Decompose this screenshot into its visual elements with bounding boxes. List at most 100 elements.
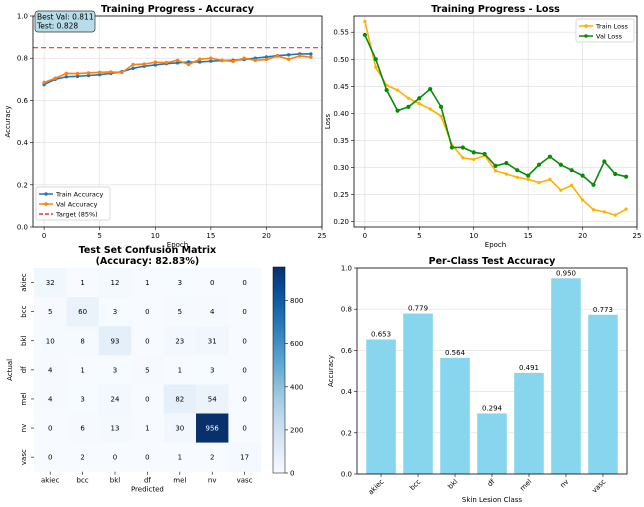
val-accuracy-point (120, 70, 124, 75)
confusion-ytick-label: akiec (20, 273, 28, 292)
confusion-cell-value: 1 (80, 279, 84, 287)
confusion-cell (34, 355, 67, 385)
accuracy-bar-akiec (366, 339, 396, 474)
val-accuracy-point (186, 62, 191, 67)
acc-ytick-label: 0.4 (17, 139, 29, 147)
loss-xtick-label: 10 (469, 232, 478, 240)
confusion-ylabel: Actual (6, 359, 14, 381)
accuracy-bar-value-label: 0.779 (408, 305, 428, 313)
confusion-cell (196, 268, 229, 298)
confusion-ytick-label: df (20, 366, 28, 373)
bar-frame (356, 267, 628, 475)
confusion-cell (131, 442, 164, 472)
bar-ytick-label: 0.4 (341, 388, 353, 396)
train-loss-point (472, 157, 476, 161)
confusion-cell-value: 0 (210, 279, 214, 287)
val-accuracy-point (275, 54, 280, 58)
val-loss-point (504, 161, 509, 166)
confusion-cell (163, 442, 197, 472)
confusion-cell (98, 384, 132, 414)
best-val-annotation-box (34, 10, 96, 33)
bar-xtick-label: mel (518, 478, 533, 493)
bar-xlabel: Skin Lesion Class (462, 496, 522, 504)
confusion-cell (66, 355, 100, 385)
train-loss-point (624, 207, 628, 211)
test-annotation: Test: 0.828 (36, 22, 78, 31)
confusion-cell-value: 24 (111, 395, 120, 403)
confusion-cell (34, 297, 67, 327)
confusion-cell-value: 4 (48, 395, 53, 403)
train-loss-point (493, 169, 498, 173)
train-loss-point (613, 213, 617, 217)
confusion-cell (66, 413, 100, 443)
confusion-cell (98, 326, 132, 356)
confusion-cell (196, 442, 229, 472)
loss-plot-area (354, 16, 637, 227)
bar-ytick-label: 0.6 (341, 347, 353, 355)
val-accuracy-point (75, 71, 80, 76)
confusion-cell (98, 442, 132, 472)
confusion-cell-value: 4 (48, 366, 53, 374)
val-loss-point (602, 159, 607, 164)
train-loss-point (439, 114, 443, 118)
train-loss-point (363, 19, 367, 24)
val-loss-point (395, 108, 400, 113)
confusion-cell (228, 384, 262, 414)
accuracy-bar-value-label: 0.773 (593, 306, 613, 314)
confusion-cell-value: 0 (242, 366, 246, 374)
confusion-cell (196, 355, 229, 385)
loss-title: Training Progress - Loss (431, 4, 560, 15)
val-accuracy-point (97, 70, 102, 75)
confusion-title-line1: Test Set Confusion Matrix (79, 245, 216, 256)
acc-ytick-label: 0.2 (17, 181, 28, 189)
colorbar-tick-label: 200 (290, 426, 303, 434)
acc-xlabel: Epoch (167, 241, 188, 249)
confusion-cell-value: 0 (242, 279, 246, 287)
confusion-cell-value: 1 (80, 366, 84, 374)
confusion-cell (131, 297, 164, 327)
val-accuracy-point (220, 58, 224, 63)
acc-legend-label: Train Accuracy (55, 191, 103, 199)
confusion-cell-value: 13 (111, 425, 120, 433)
confusion-title-line2: (Accuracy: 82.83%) (96, 256, 200, 267)
val-loss-point (406, 104, 411, 109)
val-loss-point (613, 171, 618, 177)
acc-xtick-label: 25 (318, 232, 327, 240)
val-loss-point (580, 173, 585, 178)
confusion-cell-value: 3 (113, 308, 117, 316)
confusion-cell-value: 3 (178, 279, 182, 287)
loss-ytick-label: 0.30 (333, 164, 349, 172)
bar-ylabel: Accuracy (327, 355, 335, 387)
val-loss-point (569, 168, 574, 173)
confusion-cell-value: 0 (242, 395, 246, 403)
val-accuracy-point (164, 60, 169, 65)
val-loss-point (493, 163, 498, 168)
loss-ytick-label: 0.40 (333, 110, 349, 118)
val-accuracy-point (175, 58, 180, 63)
val-loss-point (547, 154, 553, 159)
val-loss-point (417, 96, 422, 101)
loss-legend-label: Val Loss (596, 33, 623, 41)
confusion-cell-value: 30 (175, 425, 184, 433)
confusion-cell-value: 5 (145, 366, 149, 374)
train-accuracy-point (86, 73, 91, 78)
val-accuracy-point (142, 62, 146, 66)
best-val-annotation: Best Val: 0.811 (37, 13, 94, 22)
accuracy-bar-vasc (588, 314, 618, 474)
val-loss-point (438, 104, 444, 109)
confusion-cell (98, 355, 132, 385)
confusion-cell-value: 0 (145, 308, 149, 316)
confusion-cell-value: 1 (178, 454, 182, 462)
train-loss-point (406, 96, 411, 100)
train-loss-point (395, 88, 400, 92)
confusion-cell-value: 956 (206, 425, 220, 433)
val-accuracy-point (153, 60, 157, 64)
confusion-xtick-label: akiec (41, 477, 60, 485)
confusion-cell-value: 93 (111, 337, 120, 345)
confusion-cell-value: 3 (80, 395, 84, 403)
train-accuracy-point (286, 53, 291, 57)
acc-xtick-label: 0 (42, 232, 46, 240)
confusion-xtick-label: bkl (110, 477, 120, 485)
colorbar-tick-label: 600 (290, 340, 303, 348)
accuracy-bar-df (477, 413, 507, 474)
